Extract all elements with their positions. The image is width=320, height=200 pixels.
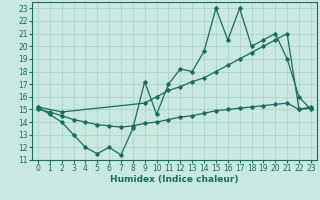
X-axis label: Humidex (Indice chaleur): Humidex (Indice chaleur): [110, 175, 239, 184]
